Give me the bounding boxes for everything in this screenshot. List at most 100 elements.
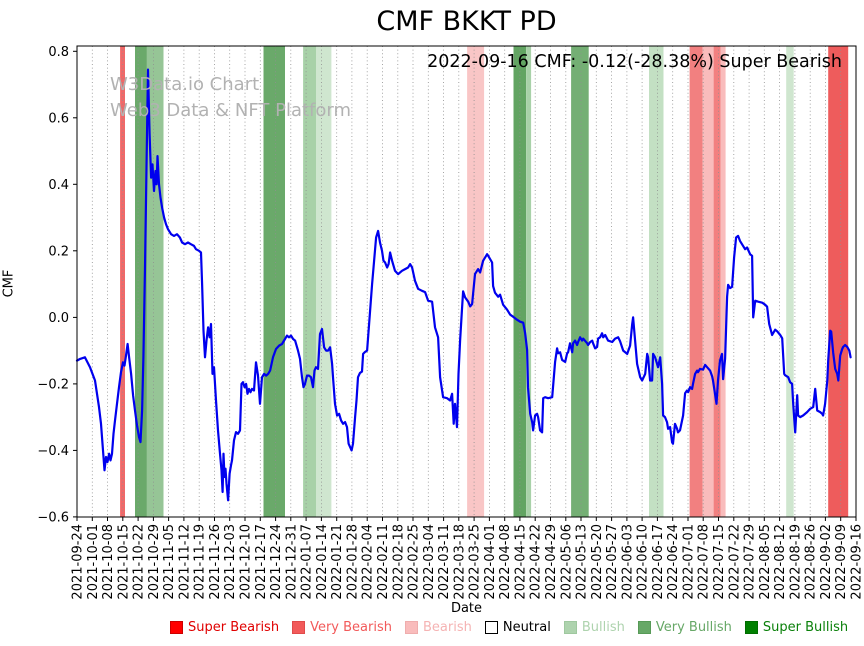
x-tick-label: 2022-08-26 [804,524,819,600]
y-tick-label: 0.8 [48,45,69,60]
x-tick-label: 2022-01-07 [300,524,315,600]
legend-item-neutral: Neutral [484,620,551,635]
x-tick-label: 2021-10-01 [86,524,101,600]
legend-swatch [292,621,306,634]
x-tick-label: 2022-05-27 [605,524,620,600]
signal-band [649,46,664,517]
x-tick-label: 2022-04-08 [498,524,513,600]
legend-swatch [170,621,183,634]
signal-band [828,46,849,517]
y-tick-label: −0.2 [37,377,69,392]
x-tick-label: 2022-04-22 [529,524,544,600]
signal-band [571,46,589,517]
x-tick-label: 2022-05-13 [575,524,590,600]
x-tick-label: 2022-04-15 [513,524,528,600]
x-tick-label: 2022-02-04 [361,524,376,600]
x-tick-label: 2021-10-15 [116,524,131,600]
x-tick-label: 2022-03-18 [452,524,467,600]
x-tick-label: 2022-07-01 [682,524,697,600]
x-tick-label: 2022-05-06 [559,524,574,600]
legend-label: Very Bullish [655,620,732,635]
signal-band [513,46,526,517]
x-tick-label: 2022-04-29 [544,524,559,600]
x-tick-label: 2021-12-17 [254,524,269,600]
x-tick-label: 2021-10-08 [101,524,116,600]
legend-item-very-bearish: Very Bearish [292,620,392,635]
legend-swatch [404,621,418,634]
signal-band [713,46,721,517]
x-tick-label: 2022-03-04 [422,524,437,600]
signal-band [720,46,726,517]
legend-label: Super Bearish [188,620,280,635]
x-tick-label: 2021-10-29 [147,524,162,600]
x-tick-label: 2021-12-03 [223,524,238,600]
legend-label: Bullish [581,620,625,635]
x-tick-label: 2021-12-24 [269,524,284,600]
signal-band [702,46,714,517]
legend-item-bullish: Bullish [563,620,625,635]
y-tick-label: −0.6 [37,510,69,525]
chart-title: CMF BKKT PD [376,6,557,37]
legend-label: Super Bullish [762,620,849,635]
legend-item-bearish: Bearish [404,620,472,635]
y-tick-label: 0.0 [48,311,69,326]
legend-swatch [563,621,577,634]
y-tick-label: −0.4 [37,444,69,459]
signal-band [263,46,285,517]
signal-band [467,46,485,517]
signal-legend: Super Bearish Very Bearish Bearish Neutral B… [170,620,848,635]
x-tick-label: 2021-11-12 [177,524,192,600]
x-tick-label: 2021-11-19 [193,524,208,600]
x-tick-label: 2022-02-18 [391,524,406,600]
signal-band [303,46,317,517]
x-tick-label: 2021-10-22 [132,524,147,600]
x-tick-label: 2022-02-11 [376,524,391,600]
legend-item-super-bearish: Super Bearish [170,620,279,635]
x-tick-label: 2021-11-05 [162,524,177,600]
legend-label: Neutral [502,620,551,635]
x-tick-label: 2021-11-26 [208,524,223,600]
x-tick-label: 2022-04-01 [483,524,498,600]
y-tick-label: 0.4 [48,178,69,193]
signal-band [786,46,794,517]
x-tick-label: 2022-06-03 [620,524,635,600]
y-axis-label: CMF [1,269,17,298]
cmf-series-line [75,68,852,502]
x-tick-label: 2022-03-25 [468,524,483,600]
x-tick-label: 2022-06-24 [666,524,681,600]
signal-band [316,46,332,517]
x-tick-label: 2022-07-15 [712,524,727,600]
x-tick-label: 2022-02-25 [407,524,422,600]
legend-swatch [637,621,651,634]
y-tick-label: 0.6 [48,111,69,126]
x-tick-label: 2022-08-12 [773,524,788,600]
plot-frame [76,45,857,518]
x-tick-label: 2022-06-10 [636,524,651,600]
x-tick-label: 2022-05-20 [590,524,605,600]
x-axis-label: Date [450,601,483,616]
legend-label: Bearish [422,620,472,635]
legend-swatch [484,621,498,634]
x-tick-label: 2022-09-02 [819,524,834,600]
x-tick-label: 2022-07-08 [697,524,712,600]
x-tick-label: 2022-01-14 [315,524,330,600]
x-tick-label: 2022-06-17 [651,524,666,600]
x-tick-label: 2022-01-28 [345,524,360,600]
x-tick-label: 2021-09-24 [71,524,86,600]
x-tick-label: 2022-07-22 [727,524,742,600]
x-tick-label: 2022-08-05 [758,524,773,600]
legend-item-very-bullish: Very Bullish [637,620,732,635]
signal-band [120,46,125,517]
x-tick-label: 2022-09-09 [834,524,849,600]
y-tick-label: 0.2 [48,244,69,259]
legend-label: Very Bearish [310,620,392,635]
latest-value-annotation: 2022-09-16 CMF: -0.12(-28.38%) Super Bea… [427,52,842,72]
x-tick-label: 2022-01-21 [330,524,345,600]
x-tick-label: 2022-09-16 [850,524,864,600]
x-tick-label: 2022-03-11 [437,524,452,600]
legend-swatch [744,621,758,634]
x-tick-label: 2022-07-29 [743,524,758,600]
signal-band [689,46,703,517]
